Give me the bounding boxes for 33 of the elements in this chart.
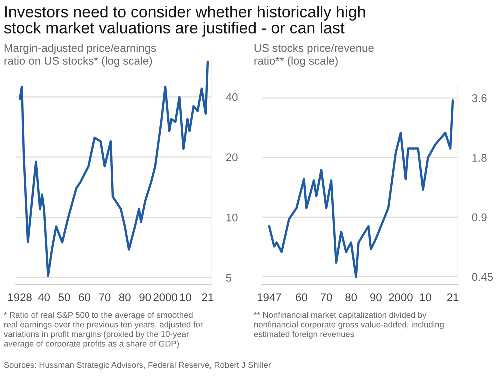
chart-title: Investors need to consider whether historically high stock market valuations are justified - or can last [4,6,366,37]
x-tick-label: 1947 [258,294,282,302]
y-tick-label: 0.9 [472,214,487,222]
line-series [268,100,454,278]
x-tick-label: 60 [79,294,90,302]
x-tick-label: 80 [346,294,358,302]
y-tick-label: 0.45 [472,273,494,282]
x-tick-label: 90 [370,294,382,302]
x-tick-label: 21 [447,294,459,302]
text: * Ratio of real S&P 500 to the average of smoothed real earnings over the previous ten years, adjusted for variations in profit margins (proxied by the 10-year average of corporate profits as a share of GDP) [4,312,204,349]
x-tick-label: 40 [38,294,50,302]
y-tick-label: 1.8 [472,154,487,162]
x-tick-label: 60 [296,294,308,302]
y-tick-label: 3.6 [472,94,487,102]
source-note: Sources: Hussman Strategic Advisors, Federal Reserve, Robert J Shiller [4,362,272,370]
x-tick-label: 70 [320,294,332,302]
y-tick-label: 40 [226,93,238,102]
x-tick-label: 2000 [389,294,413,302]
x-tick-label: 90 [140,294,152,302]
x-tick-label: 2000 [154,294,178,302]
x-tick-label: 10 [180,294,192,302]
y-tick-label: 10 [226,214,238,222]
y-tick-label: 20 [226,154,238,162]
x-tick-label: 21 [202,294,214,302]
x-tick-label: 70 [99,294,111,302]
text: ** Nonfinancial market capitalization divided by nonfinancial corporate gross value-added, including estimated foreign revenues [254,312,444,339]
x-tick-label: 50 [58,294,70,302]
x-tick-label: 80 [119,294,131,302]
x-tick-label: 1928 [8,294,32,302]
chart-subtitle: Margin-adjusted price/earnings ratio on US stocks* (log scale) [4,44,156,68]
chart-subtitle: US stocks price/revenue ratio** (log scale) [254,44,374,68]
y-tick-label: 5 [226,274,232,282]
x-tick-label: 10 [420,294,432,302]
